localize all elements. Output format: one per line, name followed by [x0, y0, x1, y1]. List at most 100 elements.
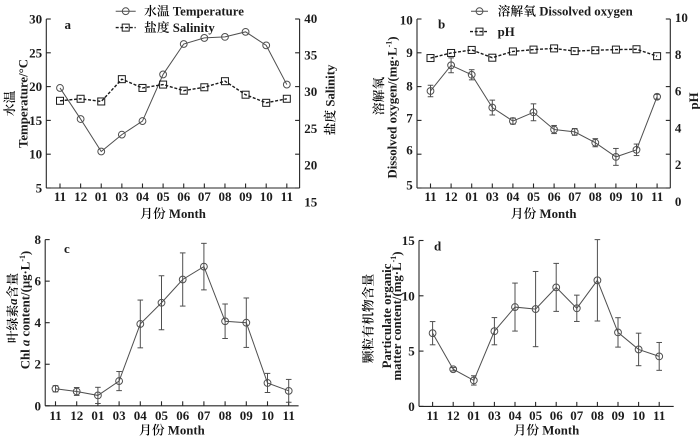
svg-text:03: 03 [113, 408, 127, 423]
svg-text:03: 03 [486, 189, 500, 204]
svg-text:-1: -1 [385, 41, 394, 48]
svg-text:04: 04 [136, 189, 150, 204]
svg-text:5: 5 [406, 177, 413, 192]
svg-text:Chl: Chl [19, 349, 33, 369]
svg-text:11: 11 [54, 189, 66, 204]
svg-text:c: c [64, 241, 70, 256]
svg-text:12: 12 [70, 408, 83, 423]
svg-text:01: 01 [465, 189, 478, 204]
svg-text:a: a [65, 17, 72, 32]
svg-text:matter content/(mg·L: matter content/(mg·L [390, 262, 404, 380]
svg-text:06: 06 [177, 189, 191, 204]
svg-text:05: 05 [155, 408, 169, 423]
svg-text:10: 10 [675, 10, 688, 25]
svg-text:0: 0 [675, 194, 682, 209]
svg-text:0: 0 [408, 399, 415, 414]
svg-text:09: 09 [239, 189, 253, 204]
svg-text:40: 40 [304, 11, 317, 26]
svg-text:10: 10 [632, 408, 645, 423]
svg-text:Dissolved oxygen/(mg·L: Dissolved oxygen/(mg·L [385, 47, 399, 178]
svg-text:09: 09 [240, 408, 254, 423]
svg-text:25: 25 [29, 45, 42, 60]
svg-text:09: 09 [612, 408, 626, 423]
svg-text:06: 06 [176, 408, 190, 423]
svg-text:10: 10 [29, 147, 42, 162]
svg-text:01: 01 [91, 408, 104, 423]
svg-text:0: 0 [35, 398, 42, 413]
svg-text:a: a [19, 339, 33, 346]
svg-text:10: 10 [400, 13, 413, 28]
svg-text:05: 05 [529, 408, 543, 423]
svg-text:15: 15 [304, 194, 318, 209]
svg-text:8: 8 [406, 79, 413, 94]
svg-text:8: 8 [675, 47, 682, 62]
svg-text:6: 6 [35, 274, 42, 289]
svg-text:03: 03 [115, 189, 129, 204]
svg-text:07: 07 [570, 408, 584, 423]
svg-text:11: 11 [426, 408, 438, 423]
svg-text:12: 12 [74, 189, 87, 204]
svg-text:03: 03 [488, 408, 502, 423]
svg-text:08: 08 [591, 408, 605, 423]
svg-text:11: 11 [281, 189, 293, 204]
svg-text:10: 10 [261, 408, 274, 423]
svg-text:11: 11 [424, 189, 436, 204]
svg-text:Month: Month [542, 424, 579, 437]
svg-text:08: 08 [219, 408, 233, 423]
svg-text:05: 05 [527, 189, 541, 204]
svg-text:Dissolved oxygen: Dissolved oxygen [539, 5, 633, 19]
svg-text:Month: Month [169, 207, 206, 221]
svg-text:30: 30 [304, 84, 317, 99]
svg-text:01: 01 [95, 189, 108, 204]
svg-text:35: 35 [304, 47, 318, 62]
svg-text:08: 08 [589, 189, 603, 204]
svg-text:6: 6 [675, 84, 682, 99]
svg-text:12: 12 [445, 189, 458, 204]
svg-text:10: 10 [402, 288, 415, 303]
svg-text:20: 20 [304, 158, 317, 173]
svg-text:): ) [385, 36, 399, 40]
svg-text:10: 10 [260, 189, 273, 204]
svg-text:Month: Month [168, 424, 205, 437]
svg-text:-1: -1 [18, 255, 27, 262]
svg-text:content/(μg·L: content/(μg·L [19, 262, 33, 337]
svg-text:06: 06 [548, 189, 562, 204]
svg-text:15: 15 [29, 113, 42, 128]
svg-text:20: 20 [29, 79, 42, 94]
svg-text:Particulate organic: Particulate organic [380, 263, 394, 368]
svg-text:Month: Month [540, 207, 577, 221]
svg-text:d: d [434, 239, 442, 254]
svg-text:06: 06 [550, 408, 564, 423]
svg-text:11: 11 [49, 408, 61, 423]
svg-text:pH: pH [498, 25, 515, 39]
svg-text:12: 12 [447, 408, 460, 423]
svg-text:Salinity: Salinity [173, 21, 216, 35]
svg-text:04: 04 [506, 189, 520, 204]
svg-text:07: 07 [197, 408, 211, 423]
svg-text:15: 15 [402, 233, 416, 248]
svg-text:5: 5 [408, 344, 415, 359]
svg-text:): ) [390, 251, 404, 255]
svg-text:Temperature: Temperature [173, 5, 244, 19]
svg-text:2: 2 [675, 157, 682, 172]
svg-text:pH: pH [687, 92, 700, 109]
svg-text:7: 7 [406, 110, 413, 125]
svg-text:Salinity: Salinity [324, 64, 338, 107]
svg-text:b: b [438, 17, 445, 32]
svg-text:a: a [6, 298, 20, 305]
svg-text:04: 04 [509, 408, 523, 423]
svg-text:07: 07 [198, 189, 212, 204]
svg-text:9: 9 [406, 45, 413, 60]
svg-text:4: 4 [35, 315, 42, 330]
svg-text:8: 8 [35, 232, 42, 247]
svg-text:09: 09 [609, 189, 623, 204]
svg-text:30: 30 [29, 11, 42, 26]
svg-text:07: 07 [568, 189, 582, 204]
svg-text:Temperature/°C: Temperature/°C [16, 59, 30, 148]
svg-text:): ) [19, 251, 33, 255]
svg-text:10: 10 [630, 189, 643, 204]
svg-text:6: 6 [406, 143, 413, 158]
svg-text:25: 25 [304, 121, 318, 136]
svg-text:4: 4 [675, 120, 682, 135]
svg-text:11: 11 [653, 408, 665, 423]
